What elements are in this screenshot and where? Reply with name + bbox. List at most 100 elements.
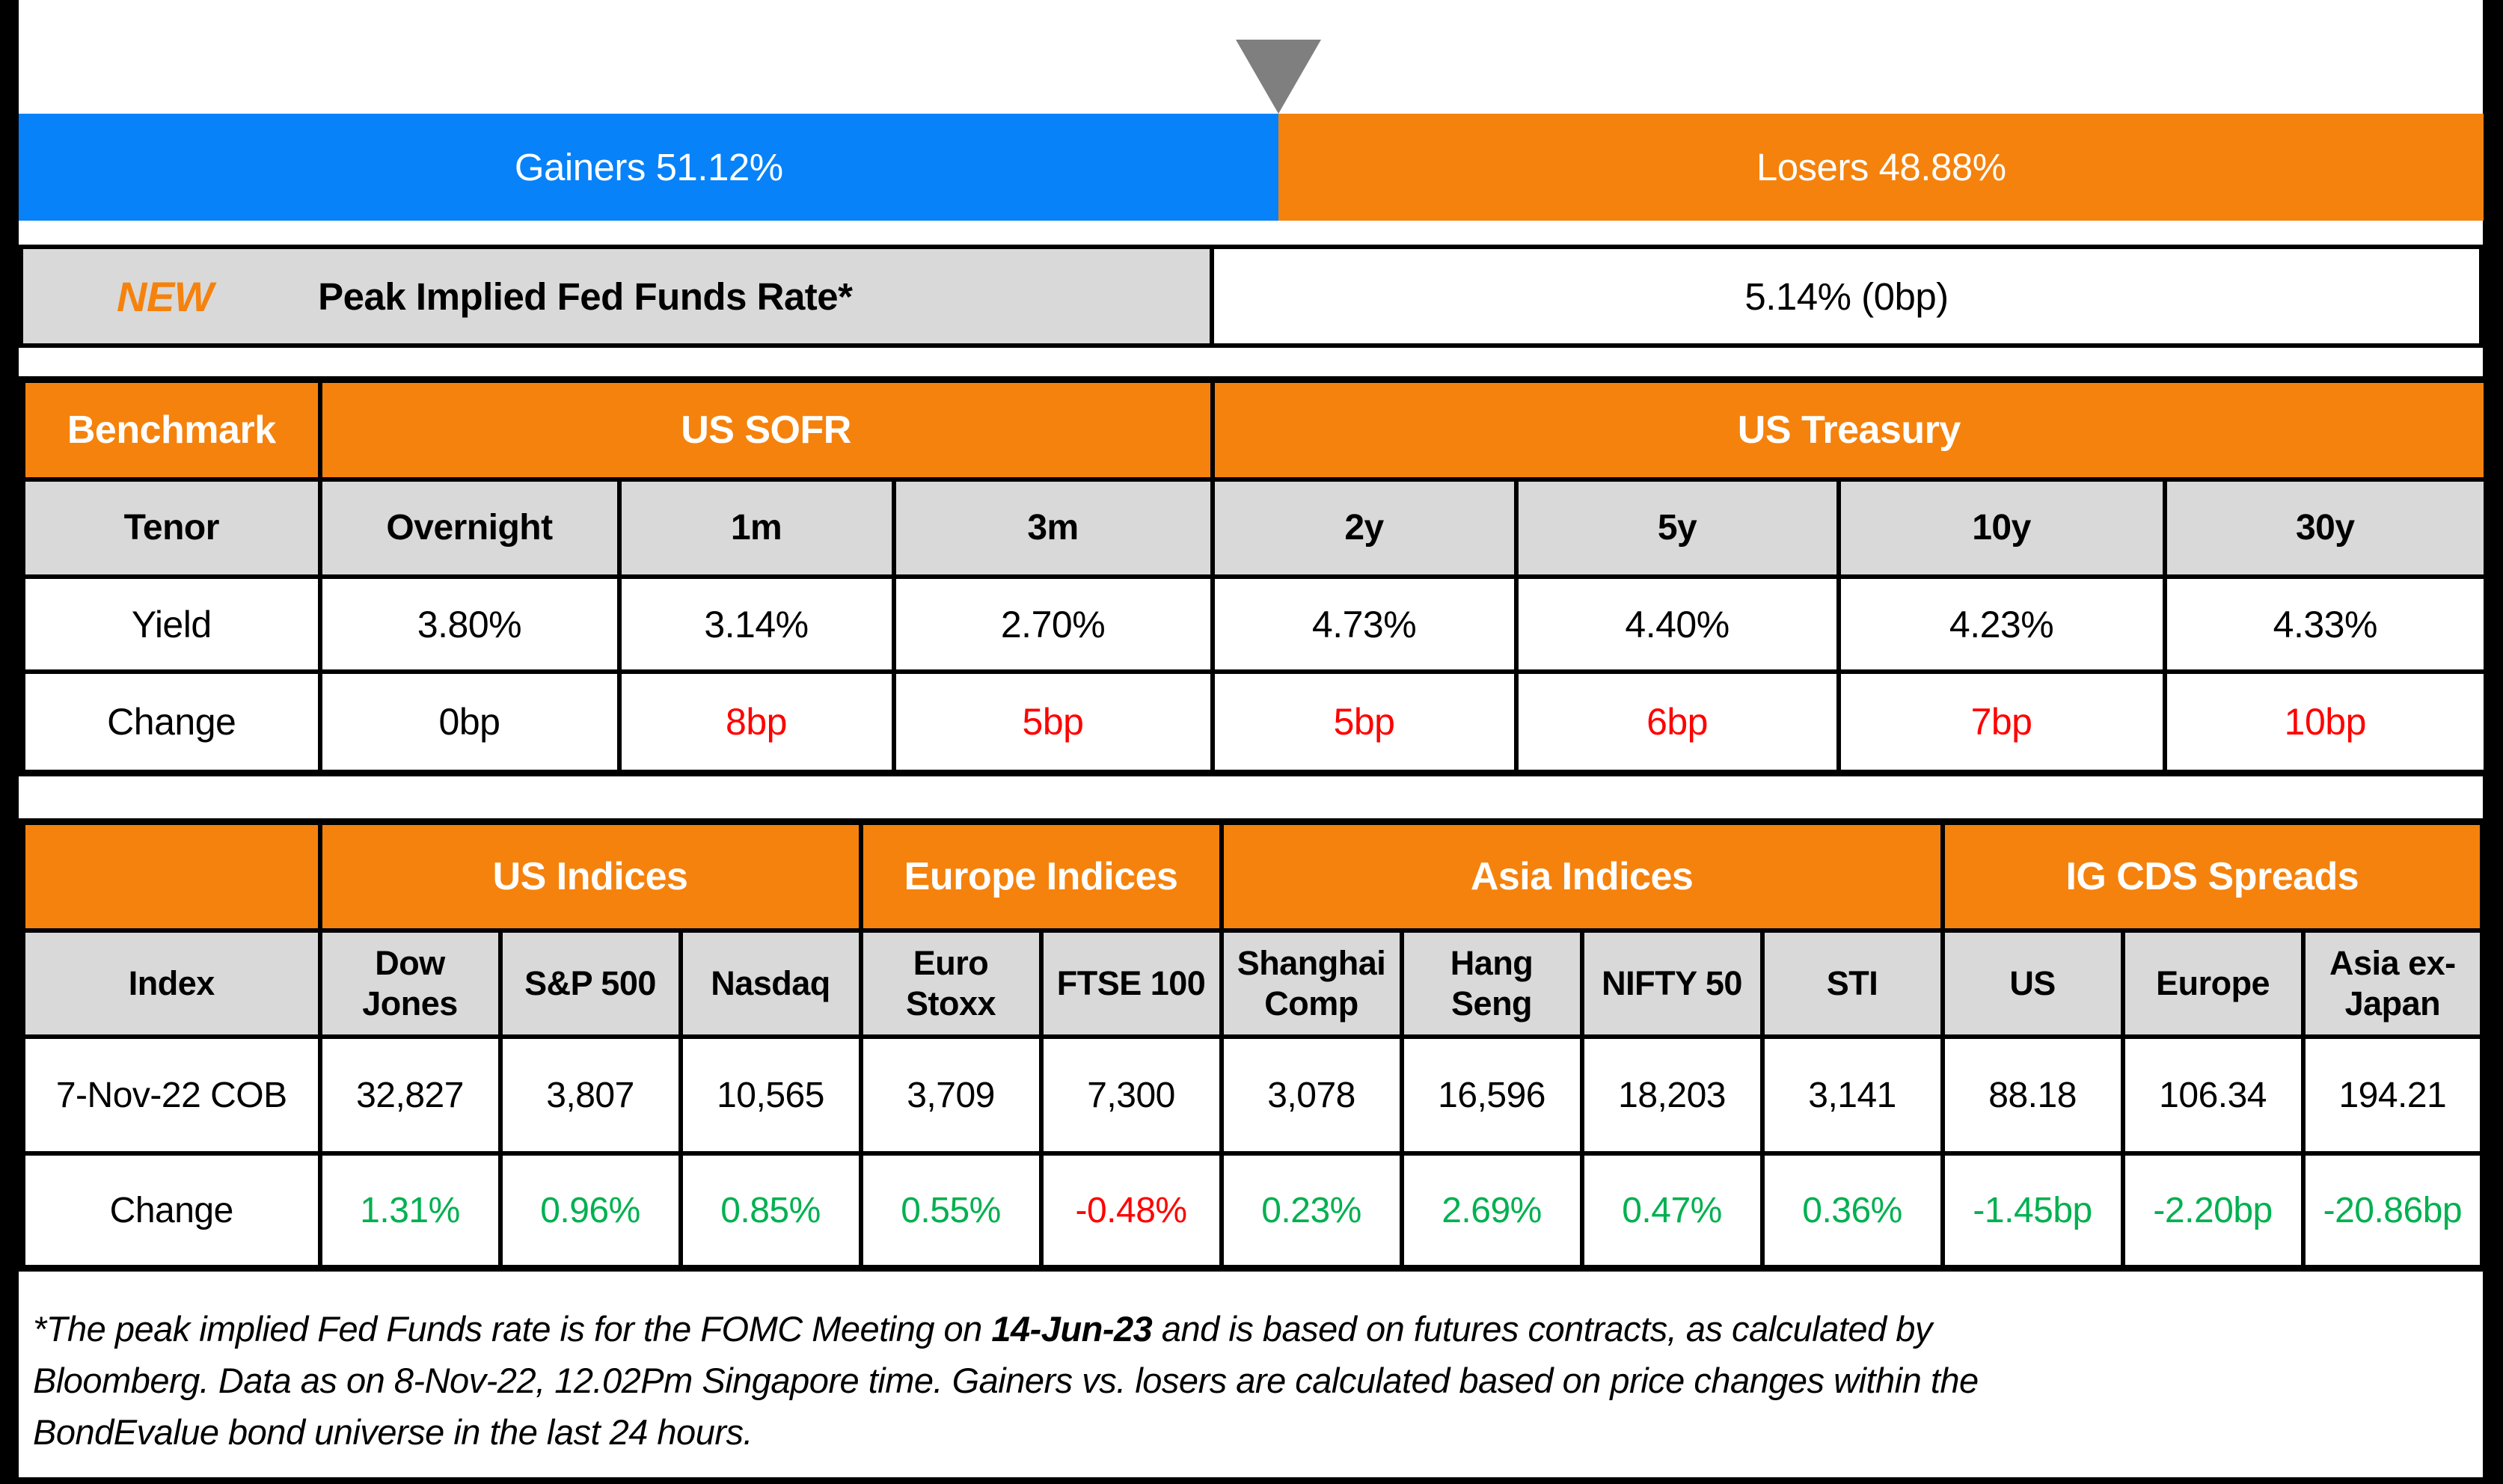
bottom-frame-bar	[0, 1477, 2503, 1484]
group-asia-indices: Asia Indices	[1219, 819, 1945, 933]
gainers-losers-bar: Gainers 51.12% Losers 48.88%	[19, 114, 2484, 221]
left-frame-bar	[0, 0, 19, 1484]
cob-value-cell: 3,807	[497, 1034, 683, 1156]
tenor-header-cell: 5y	[1513, 477, 1841, 579]
change-cell: 5bp	[891, 669, 1215, 776]
split-pointer-triangle-icon	[1236, 40, 1321, 114]
cob-value-cell: 3,141	[1759, 1034, 1945, 1156]
footnote-line1-post: and is based on futures contracts, as ca…	[1152, 1309, 1933, 1349]
tenor-header-cell: 10y	[1836, 477, 2167, 579]
new-badge: NEW	[117, 272, 214, 320]
fed-funds-label-cell: NEW Peak Implied Fed Funds Rate*	[23, 249, 1214, 343]
index-change-cell: 0.55%	[858, 1151, 1044, 1271]
index-change-cell: -1.45bp	[1940, 1151, 2125, 1271]
index-name-cell: Hang Seng	[1399, 928, 1584, 1039]
losers-segment: Losers 48.88%	[1278, 114, 2484, 221]
group-europe-indices: Europe Indices	[858, 819, 1224, 933]
index-name-cell: S&P 500	[497, 928, 683, 1039]
benchmark-change-row: Change 0bp 8bp 5bp 5bp 6bp 7bp 10bp	[19, 669, 2490, 776]
indices-corner-cell	[19, 819, 322, 933]
index-change-cell: -0.48%	[1038, 1151, 1224, 1271]
yield-cell: 3.14%	[616, 574, 896, 674]
change-row-label: Change	[19, 1151, 322, 1271]
index-change-cell: 1.31%	[317, 1151, 503, 1271]
cob-value-cell: 16,596	[1399, 1034, 1584, 1156]
group-us-treasury: US Treasury	[1210, 377, 2490, 482]
cob-value-cell: 18,203	[1579, 1034, 1765, 1156]
yield-cell: 4.73%	[1210, 574, 1519, 674]
index-change-cell: 2.69%	[1399, 1151, 1584, 1271]
cob-value-cell: 10,565	[678, 1034, 863, 1156]
tenor-row: Tenor Overnight 1m 3m 2y 5y 10y 30y	[19, 477, 2490, 579]
yield-cell: 3.80%	[317, 574, 622, 674]
index-name-cell: Euro Stoxx	[858, 928, 1044, 1039]
group-us-sofr: US SOFR	[317, 377, 1215, 482]
change-row-label: Change	[19, 669, 322, 776]
fed-funds-value: 5.14% (0bp)	[1744, 275, 1949, 318]
group-us-indices: US Indices	[317, 819, 863, 933]
tenor-row-label: Tenor	[19, 477, 322, 579]
change-cell: 6bp	[1513, 669, 1841, 776]
change-cell: 5bp	[1210, 669, 1519, 776]
yield-cell: 4.23%	[1836, 574, 2167, 674]
index-change-cell: 0.85%	[678, 1151, 863, 1271]
index-row-label: Index	[19, 928, 322, 1039]
index-change-cell: -20.86bp	[2300, 1151, 2486, 1271]
index-name-cell: Asia ex-Japan	[2300, 928, 2486, 1039]
index-name-cell: NIFTY 50	[1579, 928, 1765, 1039]
index-name-row: Index Dow Jones S&P 500 Nasdaq Euro Stox…	[19, 928, 2486, 1039]
cob-value-cell: 3,078	[1219, 1034, 1404, 1156]
cob-value-cell: 32,827	[317, 1034, 503, 1156]
tenor-header-cell: 3m	[891, 477, 1215, 579]
yield-row-label: Yield	[19, 574, 322, 674]
index-name-cell: FTSE 100	[1038, 928, 1224, 1039]
tenor-header-cell: Overnight	[317, 477, 622, 579]
index-name-cell: US	[1940, 928, 2125, 1039]
losers-label: Losers 48.88%	[1756, 146, 2006, 188]
tenor-header-cell: 2y	[1210, 477, 1519, 579]
tenor-header-cell: 1m	[616, 477, 896, 579]
benchmark-corner-cell: Benchmark	[19, 377, 322, 482]
fed-funds-label: Peak Implied Fed Funds Rate*	[318, 275, 853, 318]
group-ig-cds-spreads: IG CDS Spreads	[1940, 819, 2486, 933]
index-change-cell: 0.47%	[1579, 1151, 1765, 1271]
footnote: *The peak implied Fed Funds rate is for …	[33, 1303, 2472, 1458]
index-name-cell: Dow Jones	[317, 928, 503, 1039]
index-change-cell: 0.96%	[497, 1151, 683, 1271]
index-name-cell: Shanghai Comp	[1219, 928, 1404, 1039]
footnote-line1-pre: *The peak implied Fed Funds rate is for …	[33, 1309, 992, 1349]
footnote-line-2: Bloomberg. Data as on 8-Nov-22, 12.02Pm …	[33, 1361, 1979, 1400]
change-cell: 10bp	[2162, 669, 2490, 776]
indices-change-row: Change 1.31% 0.96% 0.85% 0.55% -0.48% 0.…	[19, 1151, 2486, 1271]
index-name-cell: STI	[1759, 928, 1945, 1039]
cob-row: 7-Nov-22 COB 32,827 3,807 10,565 3,709 7…	[19, 1034, 2486, 1156]
footnote-line-3: BondEvalue bond universe in the last 24 …	[33, 1412, 753, 1452]
index-change-cell: -2.20bp	[2120, 1151, 2306, 1271]
change-cell: 0bp	[317, 669, 622, 776]
cob-value-cell: 3,709	[858, 1034, 1044, 1156]
index-name-cell: Nasdaq	[678, 928, 863, 1039]
yield-cell: 2.70%	[891, 574, 1215, 674]
indices-header-row: US Indices Europe Indices Asia Indices I…	[19, 819, 2486, 933]
gainers-label: Gainers 51.12%	[514, 146, 783, 188]
tenor-header-cell: 30y	[2162, 477, 2490, 579]
yield-cell: 4.33%	[2162, 574, 2490, 674]
yield-cell: 4.40%	[1513, 574, 1841, 674]
index-name-cell: Europe	[2120, 928, 2306, 1039]
indices-table: US Indices Europe Indices Asia Indices I…	[19, 818, 2487, 1272]
footnote-line-1: *The peak implied Fed Funds rate is for …	[33, 1303, 2472, 1355]
change-cell: 7bp	[1836, 669, 2167, 776]
cob-row-label: 7-Nov-22 COB	[19, 1034, 322, 1156]
cob-value-cell: 88.18	[1940, 1034, 2125, 1156]
yield-row: Yield 3.80% 3.14% 2.70% 4.73% 4.40% 4.23…	[19, 574, 2490, 674]
gainers-segment: Gainers 51.12%	[19, 114, 1279, 221]
index-change-cell: 0.36%	[1759, 1151, 1945, 1271]
change-cell: 8bp	[616, 669, 896, 776]
index-change-cell: 0.23%	[1219, 1151, 1404, 1271]
footnote-fomc-date: 14-Jun-23	[991, 1309, 1153, 1349]
fed-funds-row: NEW Peak Implied Fed Funds Rate* 5.14% (…	[19, 245, 2484, 348]
cob-value-cell: 7,300	[1038, 1034, 1224, 1156]
benchmark-table: Benchmark US SOFR US Treasury Tenor Over…	[19, 376, 2491, 776]
cob-value-cell: 194.21	[2300, 1034, 2486, 1156]
